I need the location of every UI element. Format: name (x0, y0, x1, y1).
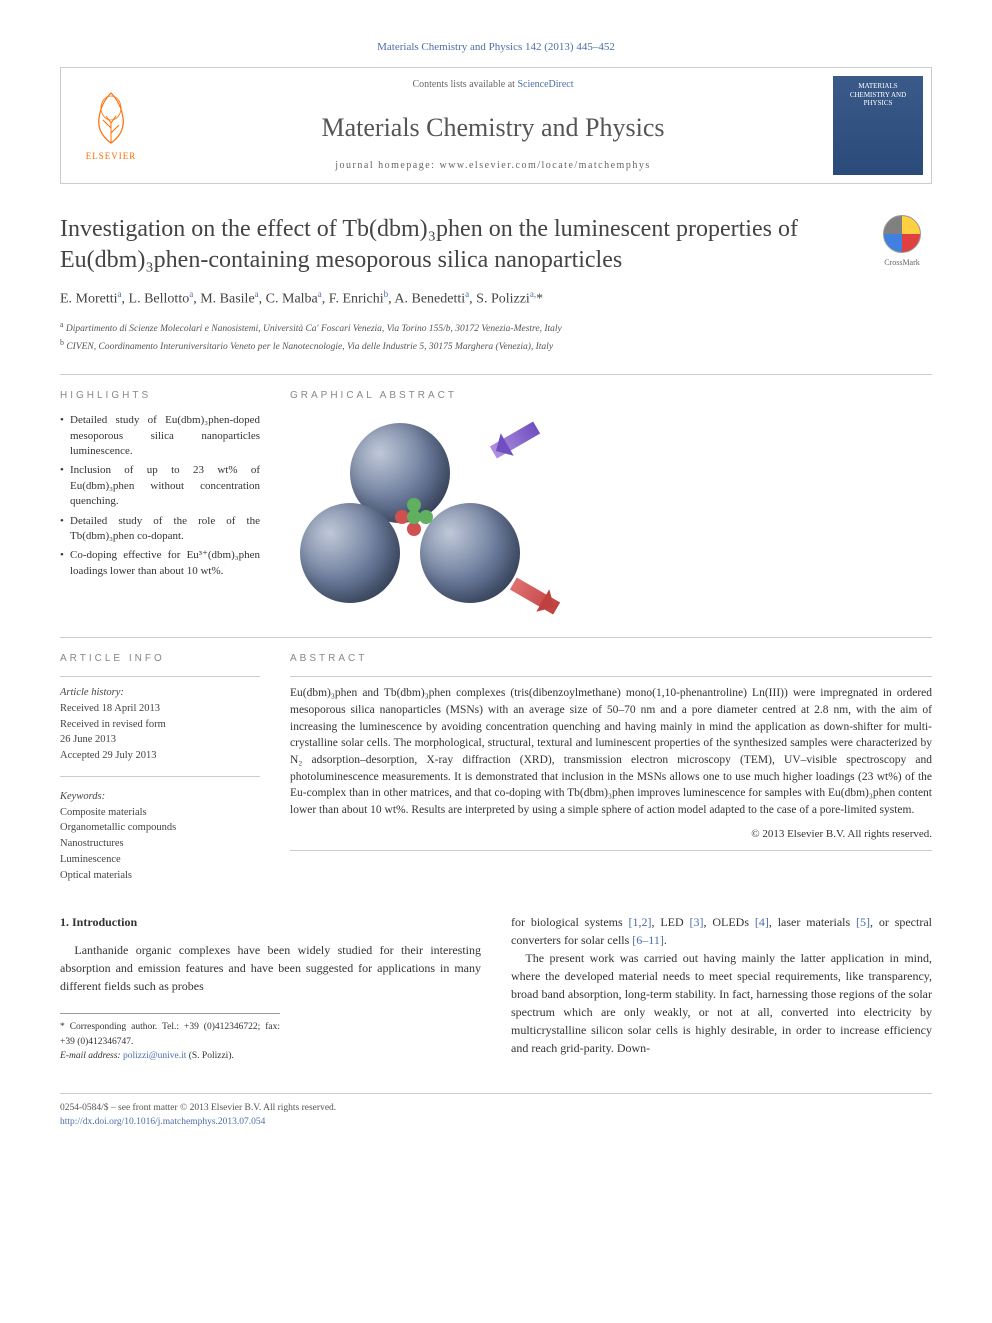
nanoparticle-sphere (300, 503, 400, 603)
sciencedirect-link[interactable]: ScienceDirect (517, 79, 573, 90)
affiliation-a: Dipartimento di Scienze Molecolari e Nan… (66, 325, 562, 335)
introduction-heading: 1. Introduction (60, 913, 481, 931)
affiliations: a Dipartimento di Scienze Molecolari e N… (60, 319, 932, 354)
elsevier-tree-icon (81, 88, 141, 148)
excitation-arrow-icon (490, 422, 540, 459)
copyright-line: © 2013 Elsevier B.V. All rights reserved… (290, 827, 932, 842)
graphical-abstract-image (290, 413, 570, 613)
elsevier-logo: ELSEVIER (61, 68, 161, 182)
abstract-heading: ABSTRACT (290, 652, 932, 666)
citation-line: Materials Chemistry and Physics 142 (201… (60, 40, 932, 55)
journal-header: ELSEVIER Contents lists available at Sci… (60, 67, 932, 183)
green-ball-icon (407, 510, 421, 524)
text-span: , LED (652, 915, 690, 929)
body-column-right: for biological systems [1,2], LED [3], O… (511, 913, 932, 1063)
homepage-line: journal homepage: www.elsevier.com/locat… (335, 159, 650, 173)
affiliation-b: CIVEN, Coordinamento Interuniversitario … (66, 342, 553, 352)
intro-paragraph-1: Lanthanide organic complexes have been w… (60, 941, 481, 995)
graphical-abstract-heading: GRAPHICAL ABSTRACT (290, 389, 932, 403)
journal-cover-thumbnail: MATERIALS CHEMISTRY AND PHYSICS (833, 76, 923, 174)
highlights-list: Detailed study of Eu(dbm)₃phen-doped mes… (60, 413, 260, 579)
highlight-item: Detailed study of the role of the Tb(dbm… (60, 514, 260, 545)
ref-link[interactable]: [5] (856, 915, 870, 929)
red-ball-icon (407, 522, 421, 536)
keywords-block: Keywords: Composite materialsOrganometal… (60, 789, 260, 884)
accepted-date: Accepted 29 July 2013 (60, 748, 260, 764)
article-title: Investigation on the effect of Tb(dbm)₃p… (60, 214, 852, 276)
footer: 0254-0584/$ – see front matter © 2013 El… (60, 1093, 932, 1129)
authors-list: E. Morettia, L. Bellottoa, M. Basilea, C… (60, 288, 932, 309)
doi-link[interactable]: http://dx.doi.org/10.1016/j.matchemphys.… (60, 1117, 265, 1127)
text-span: . (664, 933, 667, 947)
corr-label: * Corresponding author. Tel.: +39 (0)412… (60, 1020, 280, 1049)
center-cluster (395, 498, 435, 538)
divider (60, 374, 932, 375)
highlight-item: Co-doping effective for Eu³⁺(dbm)₃phen l… (60, 548, 260, 579)
keyword-item: Luminescence (60, 852, 260, 868)
header-center: Contents lists available at ScienceDirec… (161, 68, 825, 182)
keyword-item: Composite materials (60, 805, 260, 821)
received-date: Received 18 April 2013 (60, 701, 260, 717)
history-label: Article history: (60, 685, 260, 701)
contents-line: Contents lists available at ScienceDirec… (412, 78, 573, 92)
keyword-item: Nanostructures (60, 836, 260, 852)
contents-prefix: Contents lists available at (412, 79, 517, 90)
abstract-text: Eu(dbm)₃phen and Tb(dbm)₃phen complexes … (290, 685, 932, 818)
homepage-prefix: journal homepage: (335, 160, 439, 171)
corr-email-suffix: (S. Polizzi). (186, 1051, 234, 1061)
divider (290, 676, 932, 677)
text-span: , OLEDs (704, 915, 755, 929)
intro-paragraph-3: The present work was carried out having … (511, 949, 932, 1057)
revised-date: 26 June 2013 (60, 732, 260, 748)
keywords-label: Keywords: (60, 789, 260, 805)
divider (60, 637, 932, 638)
email-label: E-mail address: (60, 1051, 123, 1061)
cover-text-1: MATERIALS (858, 82, 897, 90)
crossmark-label: CrossMark (872, 257, 932, 268)
green-ball-icon (419, 510, 433, 524)
crossmark-badge[interactable]: CrossMark (872, 214, 932, 268)
elsevier-text: ELSEVIER (86, 150, 137, 163)
ref-link[interactable]: [6–11] (632, 933, 664, 947)
corr-email-link[interactable]: polizzi@unive.it (123, 1051, 186, 1061)
crossmark-icon (882, 214, 922, 254)
keyword-item: Optical materials (60, 868, 260, 884)
cover-text-2: CHEMISTRY AND (850, 91, 906, 99)
ref-link[interactable]: [1,2] (629, 915, 652, 929)
article-history: Article history: Received 18 April 2013 … (60, 685, 260, 764)
divider (60, 776, 260, 777)
keyword-item: Organometallic compounds (60, 820, 260, 836)
ref-link[interactable]: [4] (755, 915, 769, 929)
issn-line: 0254-0584/$ – see front matter © 2013 El… (60, 1102, 932, 1115)
emission-arrow-icon (510, 578, 560, 615)
highlight-item: Inclusion of up to 23 wt% of Eu(dbm)₃phe… (60, 463, 260, 509)
text-span: , laser materials (769, 915, 856, 929)
highlight-item: Detailed study of Eu(dbm)₃phen-doped mes… (60, 413, 260, 459)
ref-link[interactable]: [3] (690, 915, 704, 929)
highlights-heading: HIGHLIGHTS (60, 389, 260, 403)
nanoparticle-sphere (420, 503, 520, 603)
text-span: for biological systems (511, 915, 629, 929)
body-column-left: 1. Introduction Lanthanide organic compl… (60, 913, 481, 1063)
homepage-url[interactable]: www.elsevier.com/locate/matchemphys (439, 160, 650, 171)
divider (60, 676, 260, 677)
intro-paragraph-2: for biological systems [1,2], LED [3], O… (511, 913, 932, 949)
divider (290, 850, 932, 851)
article-info-heading: ARTICLE INFO (60, 652, 260, 666)
revised-label: Received in revised form (60, 717, 260, 733)
journal-name: Materials Chemistry and Physics (321, 110, 664, 146)
corresponding-author-note: * Corresponding author. Tel.: +39 (0)412… (60, 1013, 280, 1063)
cover-text-3: PHYSICS (864, 99, 893, 107)
